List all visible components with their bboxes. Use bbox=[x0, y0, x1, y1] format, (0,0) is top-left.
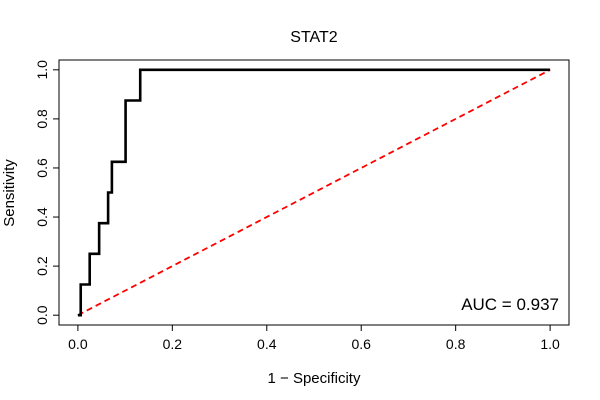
auc-annotation: AUC = 0.937 bbox=[461, 295, 559, 314]
x-tick-label: 0.0 bbox=[68, 336, 88, 352]
chart-title: STAT2 bbox=[290, 29, 338, 46]
x-tick-label: 0.2 bbox=[163, 336, 183, 352]
y-tick-label: 0.6 bbox=[34, 158, 50, 178]
roc-curve bbox=[77, 68, 551, 317]
y-axis-label: Sensitivity bbox=[1, 159, 18, 227]
y-tick-label: 0.4 bbox=[34, 207, 50, 227]
reference-diagonal-line bbox=[77, 69, 551, 316]
plot-frame bbox=[58, 59, 570, 326]
y-tick-label: 1.0 bbox=[34, 60, 50, 80]
x-tick-label: 0.4 bbox=[257, 336, 277, 352]
x-tick-label: 1.0 bbox=[540, 336, 560, 352]
y-tick-label: 0.2 bbox=[34, 256, 50, 276]
y-tick-label: 0.8 bbox=[34, 109, 50, 129]
x-tick-label: 0.8 bbox=[446, 336, 466, 352]
y-tick-label: 0.0 bbox=[34, 305, 50, 325]
x-tick-label: 0.6 bbox=[351, 336, 371, 352]
x-axis-label: 1 − Specificity bbox=[268, 370, 361, 387]
